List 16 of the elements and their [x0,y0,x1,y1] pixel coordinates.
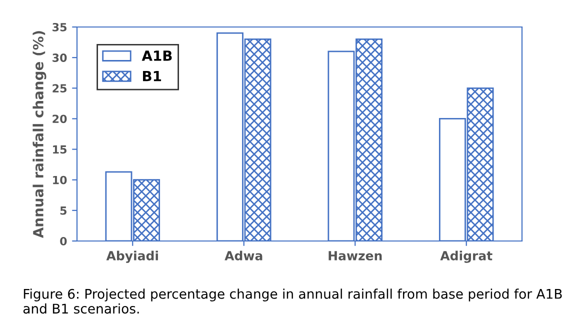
y-tick-label: 5 [60,206,66,215]
x-tick-label: Adigrat [440,250,492,263]
x-tick-label: Hawzen [328,251,382,260]
y-axis-title: Annual rainfall change (%) [32,31,46,238]
x-tick-label: Abyiadi [106,250,158,263]
legend-label: A1B [142,50,172,61]
legend-label: B1 [143,71,162,82]
y-tick-label: 25 [52,84,66,93]
y-tick-label: 0 [60,236,67,246]
y-tick-label: 10 [53,176,67,184]
y-tick-label: 20 [52,114,67,124]
y-tick-label: 30 [52,54,67,62]
y-tick-label: 15 [53,145,66,154]
y-tick-label: 35 [52,22,66,32]
caption: Figure 6: Projected percentage change in annual rainfall from base period for A1B and B1 scenarios. [23,288,562,314]
x-tick-label: Adwa [224,250,262,260]
